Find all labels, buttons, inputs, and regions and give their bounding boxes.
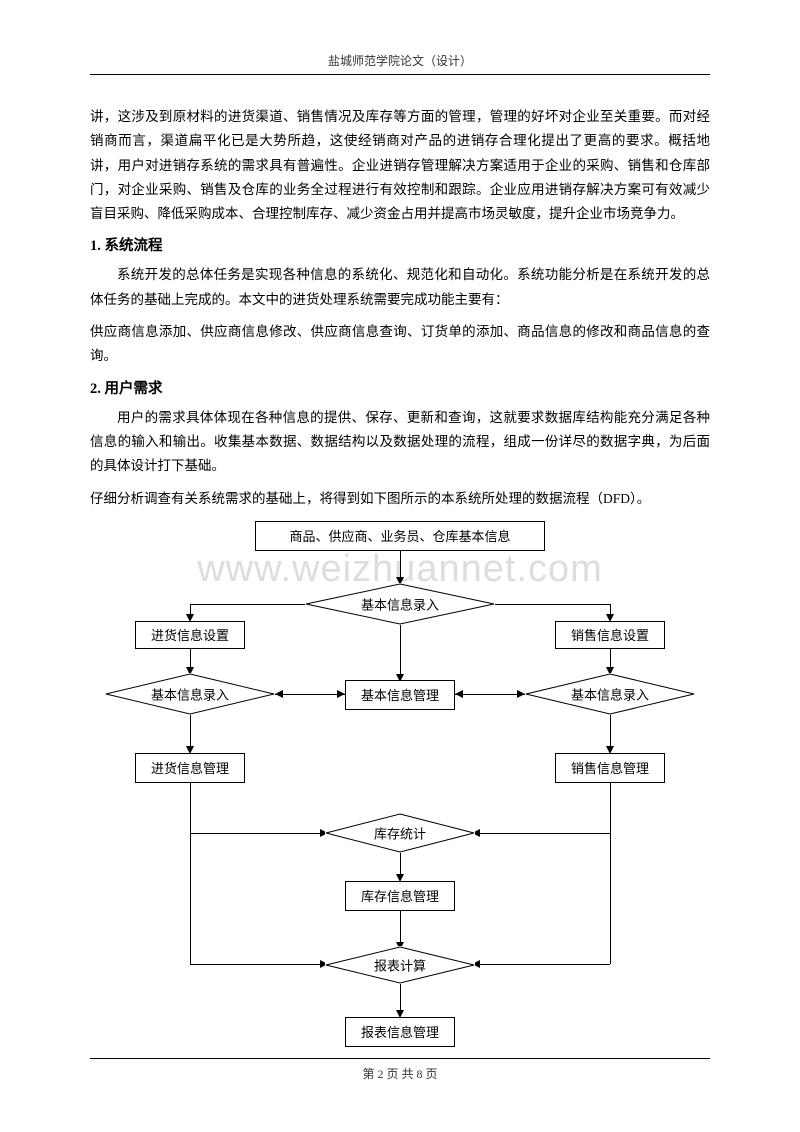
node-left-input: 基本信息录入: [105, 673, 275, 715]
node-basic-input: 基本信息录入: [305, 583, 495, 625]
section2-heading: 2. 用户需求: [90, 377, 710, 398]
page-footer: 第 2 页 共 8 页: [0, 1058, 800, 1082]
node-report-mgmt: 报表信息管理: [345, 1017, 455, 1047]
node-report-calc: 报表计算: [325, 946, 475, 984]
section1-p2: 供应商信息添加、供应商信息修改、供应商信息查询、订货单的添加、商品信息的修改和商…: [90, 320, 710, 369]
section1-p1: 系统开发的总体任务是实现各种信息的系统化、规范化和自动化。系统功能分析是在系统开…: [90, 263, 710, 312]
header-title: 盐城师范学院论文（设计）: [90, 52, 710, 69]
node-mid-mgmt: 基本信息管理: [345, 680, 455, 710]
section1-heading: 1. 系统流程: [90, 234, 710, 255]
node-left-mgmt: 进货信息管理: [135, 753, 245, 783]
node-stock-stat: 库存统计: [325, 813, 475, 853]
node-right-mgmt: 销售信息管理: [555, 753, 665, 783]
node-right-input: 基本信息录入: [525, 673, 695, 715]
header-rule: [90, 74, 710, 75]
footer-text: 第 2 页 共 8 页: [0, 1065, 800, 1082]
node-right-setup: 销售信息设置: [555, 621, 665, 649]
section2-p2: 仔细分析调查有关系统需求的基础上，将得到如下图所示的本系统所处理的数据流程（DF…: [90, 487, 710, 511]
page-content: 盐城师范学院论文（设计） 讲，这涉及到原材料的进货渠道、销售情况及库存等方面的管…: [0, 0, 800, 1116]
section2-p1: 用户的需求具体体现在各种信息的提供、保存、更新和查询，这就要求数据库结构能充分满…: [90, 406, 710, 479]
footer-rule: [90, 1058, 710, 1059]
node-left-setup: 进货信息设置: [135, 621, 245, 649]
node-stock-mgmt: 库存信息管理: [345, 881, 455, 911]
dfd-flowchart: 商品、供应商、业务员、仓库基本信息 基本信息录入 进货信息设置 销售信息设置 基: [90, 521, 710, 1076]
node-top-box: 商品、供应商、业务员、仓库基本信息: [255, 521, 545, 551]
intro-paragraph: 讲，这涉及到原材料的进货渠道、销售情况及库存等方面的管理，管理的好坏对企业至关重…: [90, 105, 710, 226]
